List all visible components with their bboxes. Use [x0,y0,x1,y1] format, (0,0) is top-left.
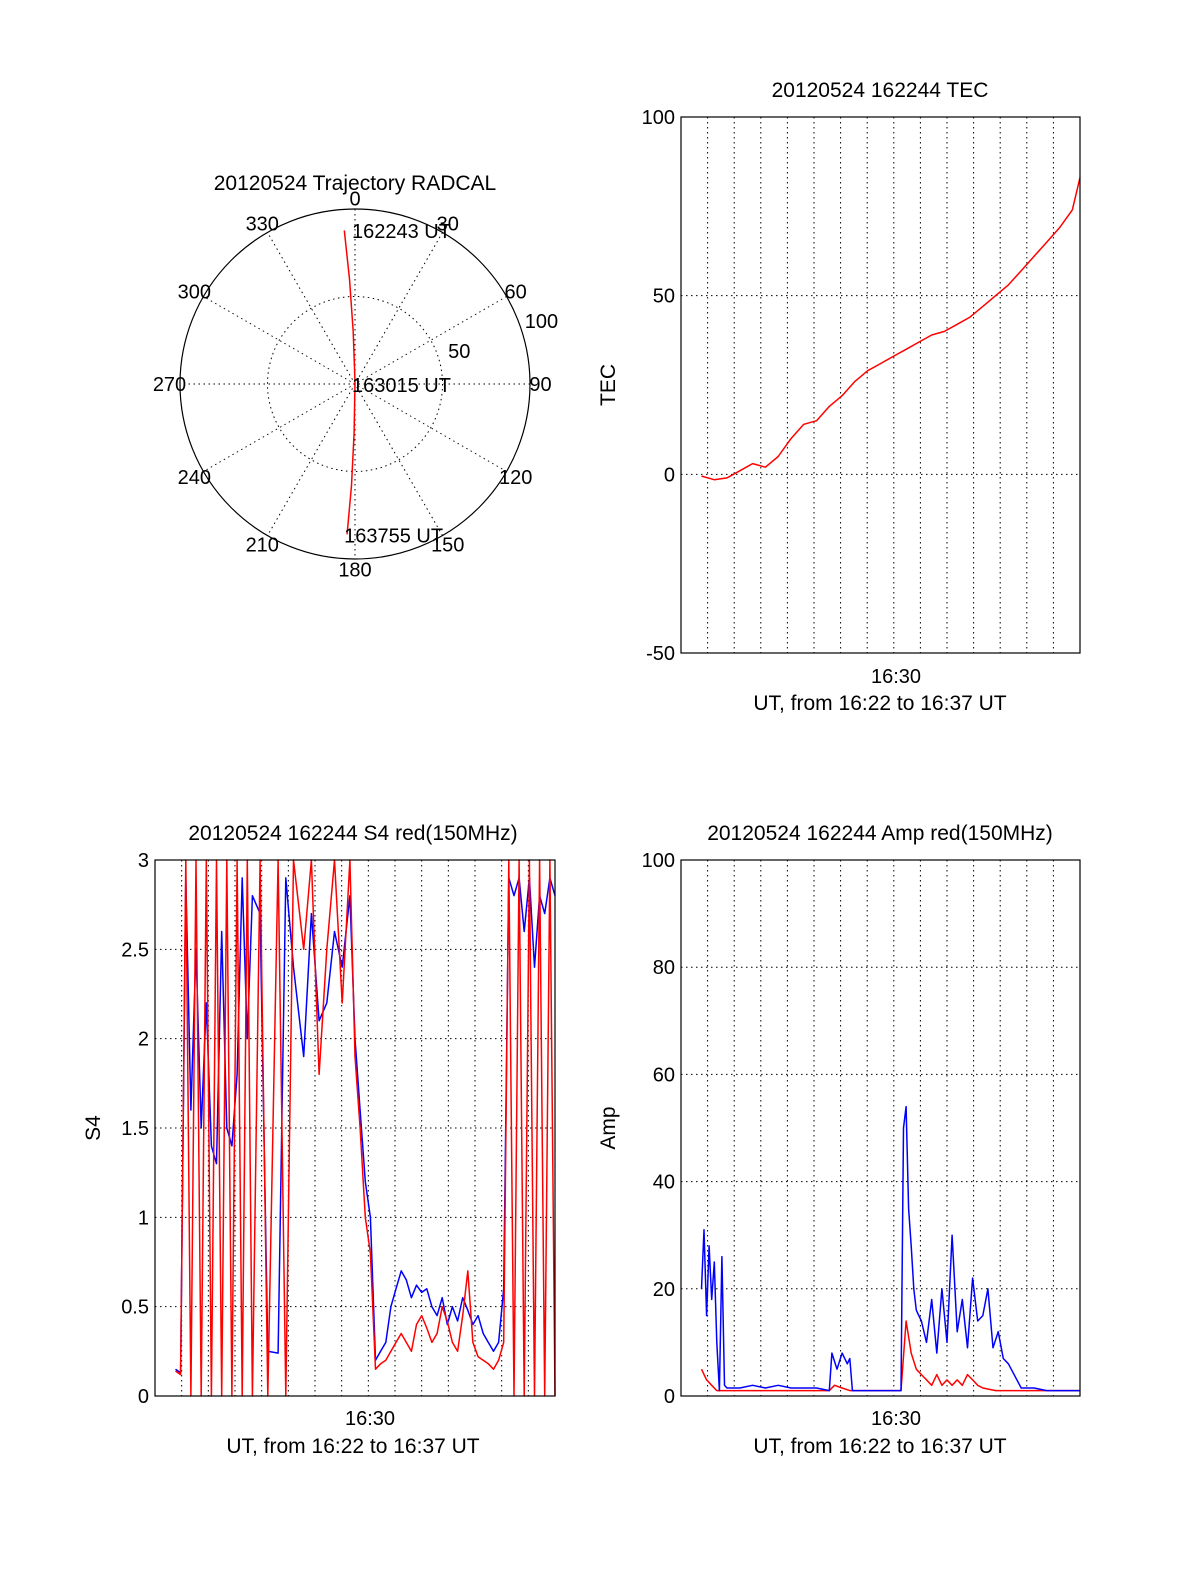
polar-plot: 20120524 Trajectory RADCAL 0 30 60 90 120 150… [153,172,558,582]
y-tick-label: 60 [653,1064,675,1086]
tec-xlabel: UT, from 16:22 to 16:37 UT [753,692,1006,715]
polar-azimuth-label: 300 [178,281,211,303]
data-series-line [700,1105,1080,1392]
tec-title: 20120524 162244 TEC [772,79,989,102]
y-tick-label: 100 [642,850,675,872]
y-tick-label: 2.5 [121,939,149,961]
polar-azimuth-label: 330 [246,213,279,235]
polar-azimuth-label: 30 [437,213,459,235]
y-tick-label: 0.5 [121,1297,149,1319]
polar-radius-label: 50 [448,341,470,363]
polar-time-annotation: 162243 UT [352,221,451,243]
y-tick-label: 0 [138,1386,149,1408]
data-series-line [700,1320,1080,1392]
polar-azimuth-label: 270 [153,374,186,396]
polar-azimuth-label: 120 [499,467,532,489]
polar-azimuth-label: 150 [431,535,464,557]
y-tick-label: -50 [646,643,675,665]
y-tick-label: 40 [653,1172,675,1194]
tec-plot-frame [680,116,1081,654]
y-tick-label: 50 [653,286,675,308]
polar-grid-ring [267,296,443,472]
s4-plot: 20120524 162244 S4 red(150MHz) 0 0.5 1 1.5 2… [82,822,556,1458]
polar-azimuth-label: 90 [529,374,551,396]
polar-labels: 0 30 60 90 120 150 180 210 240 270 300 330 50 100 [153,189,558,582]
polar-time-annotation: 163755 UT [344,525,443,547]
data-series-line [175,859,556,1397]
tec-ylabel: TEC [597,364,620,406]
polar-azimuth-label: 0 [349,189,360,211]
s4-title: 20120524 162244 S4 red(150MHz) [188,822,517,845]
polar-radius-label: 100 [525,311,558,333]
y-tick-label: 80 [653,957,675,979]
s4-x-tick-label: 16:30 [345,1408,395,1430]
y-tick-label: 0 [664,1386,675,1408]
amp-xlabel: UT, from 16:22 to 16:37 UT [753,1435,1006,1458]
data-series-line [175,877,556,1374]
data-series-line [701,177,1081,481]
y-tick-label: 2 [138,1029,149,1051]
s4-plot-frame [154,859,556,1397]
polar-outer-circle [179,208,531,560]
tec-x-tick-label: 16:30 [871,666,921,688]
polar-trajectory-series [343,230,356,535]
y-tick-label: 1.5 [121,1118,149,1140]
s4-xlabel: UT, from 16:22 to 16:37 UT [226,1435,479,1458]
polar-time-annotation: 163015 UT [352,375,451,397]
amp-plot-frame [680,859,1081,1397]
polar-annotations: 162243 UT 163015 UT 163755 UT [344,221,451,547]
polar-azimuth-label: 60 [505,281,527,303]
polar-azimuth-label: 180 [338,560,371,582]
y-tick-label: 1 [138,1207,149,1229]
polar-title: 20120524 Trajectory RADCAL [214,172,497,195]
y-tick-label: 0 [664,464,675,486]
polar-azimuth-label: 240 [178,467,211,489]
amp-ylabel: Amp [597,1106,620,1149]
polar-azimuth-label: 210 [246,535,279,557]
y-tick-label: 100 [642,107,675,129]
y-tick-label: 3 [138,850,149,872]
amp-x-tick-label: 16:30 [871,1408,921,1430]
amp-plot: 20120524 162244 Amp red(150MHz) 0 20 40 60 8… [597,822,1081,1458]
s4-ylabel: S4 [82,1115,105,1141]
y-tick-label: 20 [653,1279,675,1301]
amp-title: 20120524 162244 Amp red(150MHz) [707,822,1053,845]
